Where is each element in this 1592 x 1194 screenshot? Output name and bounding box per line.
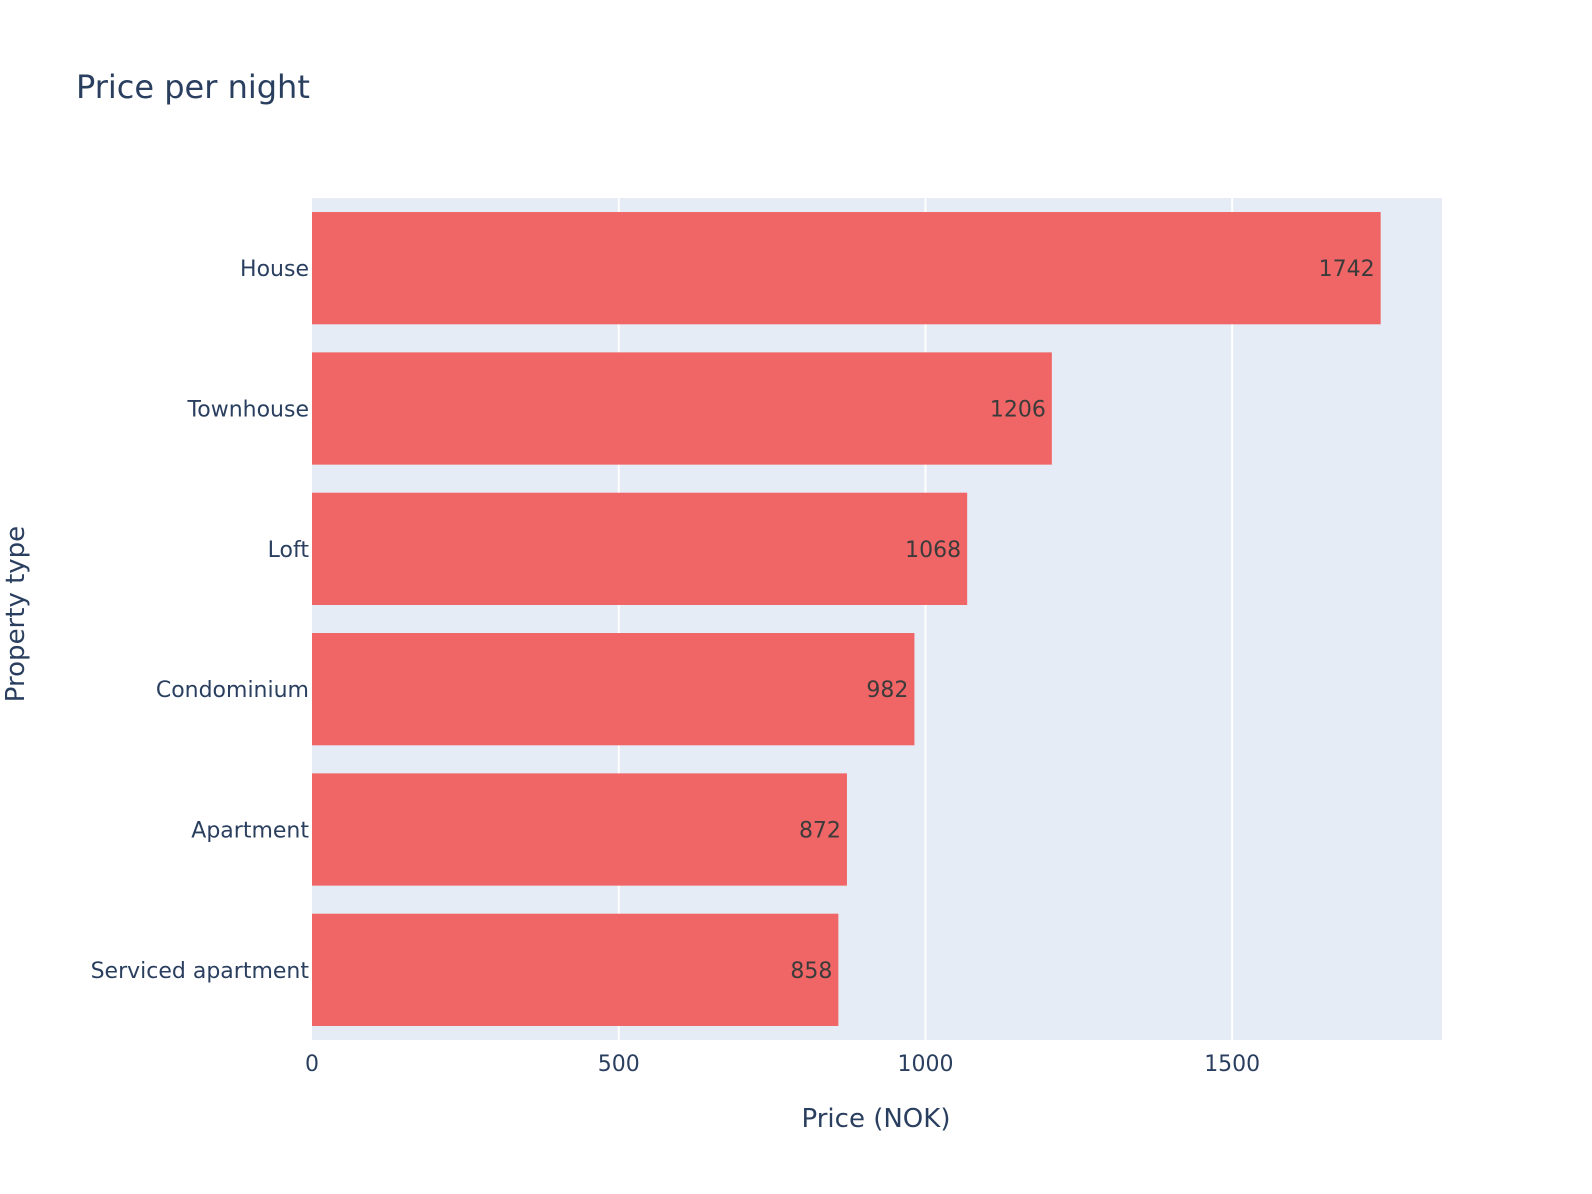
bar (312, 492, 968, 605)
bar (312, 773, 847, 886)
x-tick-label: 1500 (1204, 1052, 1260, 1077)
x-tick-label: 500 (598, 1052, 640, 1077)
plot-background (312, 198, 1442, 1040)
bar-value-label: 1068 (905, 538, 961, 563)
bar-value-label: 1206 (990, 398, 1046, 423)
y-tick-label: Condominium (156, 678, 309, 703)
bars (312, 212, 1381, 1026)
y-tick-label: Townhouse (187, 398, 309, 423)
y-tick-label: Serviced apartment (91, 959, 310, 984)
bar (312, 913, 839, 1026)
x-axis-title: Price (NOK) (802, 1104, 951, 1134)
y-axis-title: Property type (1, 526, 31, 702)
bar-value-label: 982 (866, 678, 908, 703)
chart-title: Price per night (76, 68, 310, 106)
x-tick-label: 1000 (897, 1052, 953, 1077)
bar (312, 633, 915, 746)
y-tick-label: House (240, 257, 309, 282)
bar-value-label: 858 (790, 959, 832, 984)
y-tick-label: Loft (268, 538, 310, 563)
x-tick-label: 0 (305, 1052, 319, 1077)
bar-value-label: 872 (799, 819, 841, 844)
x-axis-tick-labels: 0 500 1000 1500 (305, 1052, 1260, 1077)
y-tick-label: Apartment (191, 819, 309, 844)
bar-value-labels: 1742 1206 1068 982 872 858 (790, 257, 1374, 984)
gridlines (617, 198, 1234, 1040)
bar-value-label: 1742 (1319, 257, 1375, 282)
bar (312, 352, 1052, 465)
bar (312, 212, 1381, 325)
y-axis-tick-labels: House Townhouse Loft Condominium Apartment Se… (91, 257, 310, 984)
